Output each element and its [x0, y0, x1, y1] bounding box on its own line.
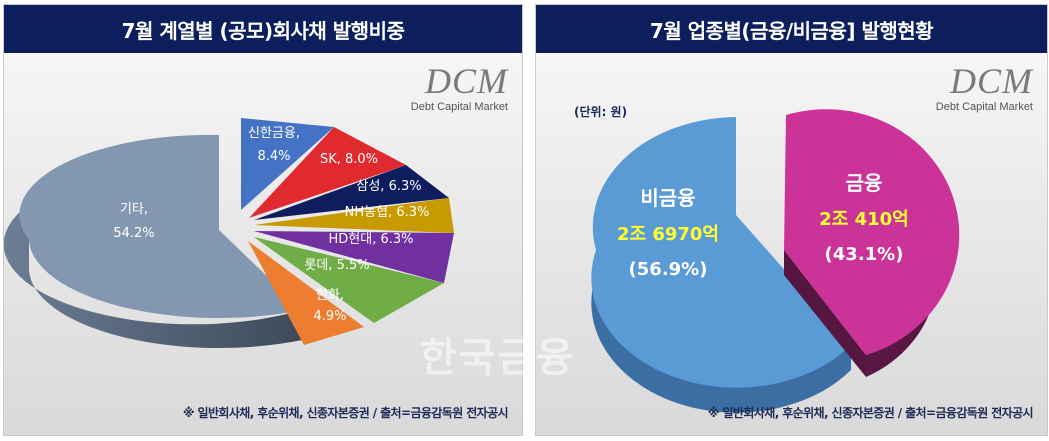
- label-nonfinancial-amount: 2조 6970억: [617, 224, 719, 245]
- slice-financial: [784, 109, 960, 355]
- right-chart-title: 7월 업종별(금융/비금융] 발행현황: [536, 5, 1047, 53]
- label-lotte: 롯데, 5.5%: [304, 258, 369, 273]
- slice-hd: [254, 231, 454, 283]
- slice-nonfinancial: [591, 117, 851, 388]
- slice-other: [19, 134, 303, 319]
- sector-issuance-pie: 비금융 2조 6970억 (56.9%) 금융 2조 410억 (43.1%): [591, 109, 960, 413]
- label-shinhan-1: 신한금융,: [248, 126, 300, 141]
- slice-sk: [249, 127, 406, 218]
- label-hanwha-2: 4.9%: [313, 309, 346, 324]
- label-financial-amount: 2조 410억: [819, 209, 908, 230]
- dcm-logo: DCM: [950, 61, 1033, 101]
- label-nh: NH농협, 6.3%: [345, 205, 430, 220]
- label-sk: SK, 8.0%: [320, 152, 378, 167]
- label-financial-pct: (43.1%): [825, 244, 904, 265]
- label-hanwha-1: 한화,: [316, 288, 344, 303]
- right-chart-panel: 7월 업종별(금융/비금융] 발행현황 DCM Debt Capital Mar…: [535, 4, 1048, 436]
- label-hd: HD현대, 6.3%: [329, 232, 414, 247]
- label-other-2: 54.2%: [113, 226, 154, 241]
- label-financial-name: 금융: [846, 171, 883, 195]
- slice-nh: [254, 198, 454, 233]
- slice-lotte: [254, 237, 444, 323]
- dcm-subtitle: Debt Capital Market: [935, 101, 1033, 113]
- label-shinhan-2: 8.4%: [257, 149, 290, 164]
- unit-label: (단위: 원): [574, 105, 628, 119]
- dcm-subtitle: Debt Capital Market: [410, 101, 508, 113]
- dcm-brand: DCM Debt Capital Market: [411, 63, 508, 113]
- label-nonfinancial-name: 비금융: [640, 186, 695, 210]
- slice-financial-side: [866, 175, 938, 377]
- watermark-logo: 한국금융: [420, 335, 576, 381]
- slice-financial-depth-edge: [784, 250, 866, 377]
- label-other-1: 기타,: [120, 202, 148, 217]
- left-footnote: ※ 일반회사채, 후순위채, 신종자본증권 / 출처=금융감독원 전자공시: [182, 406, 509, 420]
- group-issuance-pie: 기타, 54.2% 신한금융, 8.4% SK, 8.0% 삼성, 6.3% N…: [4, 118, 454, 349]
- dcm-logo: DCM: [425, 61, 508, 101]
- slice-shinhan: [241, 118, 334, 210]
- left-chart-title: 7월 계열별 (공모)회사채 발행비중: [4, 5, 522, 53]
- dcm-brand: DCM Debt Capital Market: [936, 63, 1033, 113]
- label-nonfinancial-pct: (56.9%): [629, 259, 708, 280]
- slice-other-side: [4, 164, 302, 349]
- right-footnote: ※ 일반회사채, 후순위채, 신종자본증권 / 출처=금융감독원 전자공시: [707, 406, 1034, 420]
- slice-samsung: [254, 165, 449, 220]
- left-chart-panel: 7월 계열별 (공모)회사채 발행비중 DCM Debt Capital Mar…: [3, 4, 523, 436]
- label-samsung: 삼성, 6.3%: [356, 179, 421, 194]
- slice-hanwha: [248, 241, 364, 345]
